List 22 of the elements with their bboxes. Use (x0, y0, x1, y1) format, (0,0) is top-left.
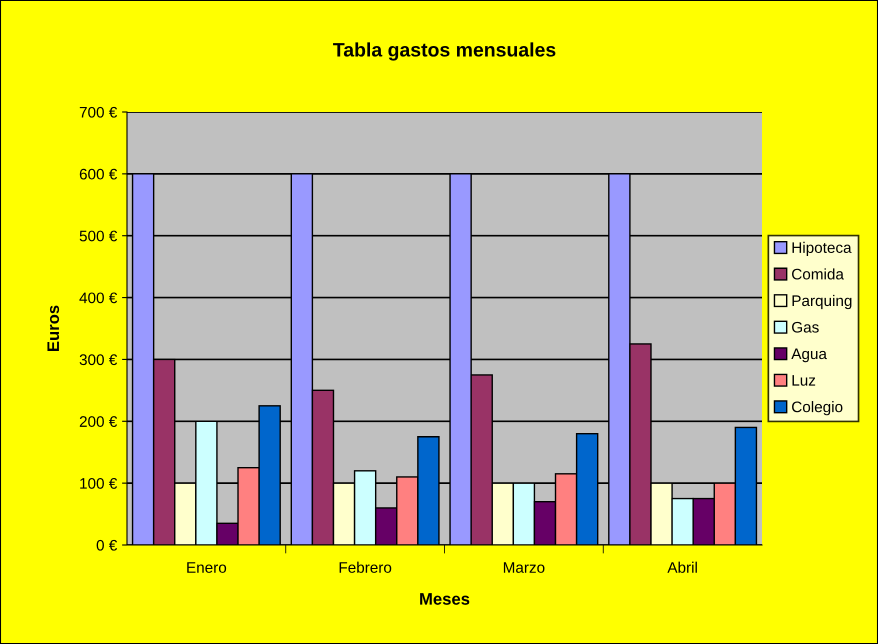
y-axis-title: Euros (47, 306, 60, 351)
x-tick-label: Febrero (340, 562, 392, 573)
x-tick-label: Marzo (504, 562, 544, 573)
x-axis-title: Meses (420, 593, 470, 605)
y-tick-label: 600 € (80, 168, 118, 180)
legend-label: Gas (792, 322, 819, 333)
y-tick-label: 0 € (96, 540, 118, 551)
legend-label: Colegio (792, 401, 842, 416)
y-tick-label: 500 € (80, 230, 118, 242)
legend-label: Hipoteca (792, 242, 852, 256)
x-tick-label: Enero (187, 562, 226, 573)
y-tick-label: 700 € (80, 106, 118, 118)
legend-label: Agua (791, 348, 827, 362)
y-tick-label: 300 € (80, 354, 118, 366)
x-tick-label: Abril (667, 562, 697, 573)
legend-label: Comida (792, 268, 844, 280)
legend-label: Parquing (792, 294, 852, 310)
legend-label: Luz (792, 375, 816, 386)
y-tick-label: 400 € (79, 292, 118, 304)
y-tick-label: 200 € (80, 416, 118, 427)
y-tick-label: 100 € (80, 478, 118, 489)
chart-title: Tabla gastos mensuales (333, 42, 556, 61)
